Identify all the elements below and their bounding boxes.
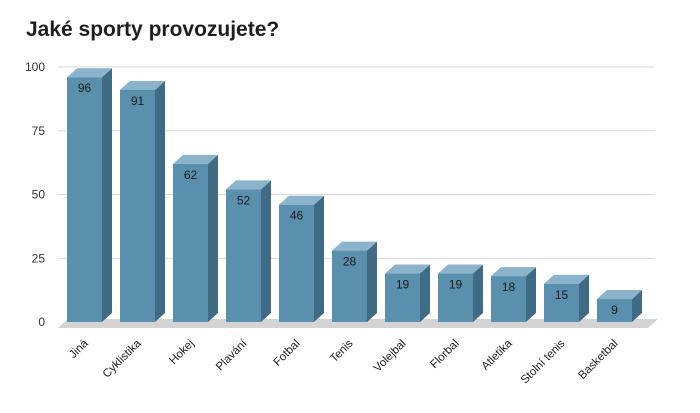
bar-side bbox=[367, 241, 377, 322]
bar-side bbox=[261, 180, 271, 322]
value-label: 52 bbox=[237, 193, 251, 207]
bar-top bbox=[438, 264, 483, 274]
bar-top bbox=[491, 267, 536, 277]
bar bbox=[385, 273, 420, 322]
bar-top bbox=[544, 274, 589, 284]
bar bbox=[67, 77, 102, 322]
bar bbox=[279, 204, 314, 322]
bar-top bbox=[67, 68, 112, 78]
bar-side bbox=[526, 267, 536, 322]
bar bbox=[544, 283, 579, 322]
chart-title: Jaké sporty provozujete? bbox=[26, 18, 280, 41]
bar-side bbox=[208, 154, 218, 322]
category-label: Tenis bbox=[328, 337, 356, 365]
bar-side bbox=[473, 264, 483, 322]
y-tick-label: 50 bbox=[32, 188, 46, 202]
bar-top bbox=[279, 195, 324, 205]
category-label: Jiná bbox=[67, 337, 91, 361]
bar bbox=[173, 163, 208, 322]
value-label: 9 bbox=[611, 303, 618, 317]
value-label: 15 bbox=[555, 288, 569, 302]
value-label: 28 bbox=[343, 255, 357, 269]
category-label: Fotbal bbox=[272, 338, 303, 369]
bar-side bbox=[420, 264, 430, 322]
category-label: Florbal bbox=[428, 338, 461, 371]
bar bbox=[597, 299, 632, 322]
bar-side bbox=[314, 195, 324, 322]
y-tick-label: 100 bbox=[25, 60, 45, 74]
category-label: Basketbal bbox=[576, 338, 620, 382]
category-label: Plavání bbox=[214, 337, 250, 373]
value-label: 18 bbox=[502, 280, 516, 294]
bar bbox=[332, 250, 367, 322]
y-tick-label: 0 bbox=[38, 315, 45, 329]
bar bbox=[491, 276, 526, 322]
bar-side bbox=[632, 290, 642, 322]
bar-top bbox=[597, 290, 642, 300]
value-label: 96 bbox=[78, 81, 92, 95]
value-label: 62 bbox=[184, 168, 198, 182]
category-label: Cyklistika bbox=[101, 337, 144, 380]
category-label: Volejbal bbox=[372, 338, 409, 375]
bar-top bbox=[385, 264, 430, 274]
bar-side bbox=[155, 80, 165, 322]
bar-top bbox=[173, 154, 218, 164]
y-tick-label: 25 bbox=[32, 251, 46, 265]
bar bbox=[120, 89, 155, 322]
bar-top bbox=[332, 241, 377, 251]
category-label: Hokej bbox=[167, 338, 196, 367]
bar bbox=[226, 189, 261, 322]
bar bbox=[438, 273, 473, 322]
bar-side bbox=[102, 68, 112, 322]
category-label: Atletika bbox=[479, 337, 515, 373]
bar-side bbox=[579, 274, 589, 322]
category-label: Stolní tenis bbox=[519, 337, 568, 386]
bar-top bbox=[120, 80, 165, 90]
value-label: 91 bbox=[131, 94, 145, 108]
value-label: 19 bbox=[449, 278, 463, 292]
value-label: 19 bbox=[396, 278, 410, 292]
value-label: 46 bbox=[290, 209, 304, 223]
bar-top bbox=[226, 180, 271, 190]
y-tick-label: 75 bbox=[32, 124, 46, 138]
